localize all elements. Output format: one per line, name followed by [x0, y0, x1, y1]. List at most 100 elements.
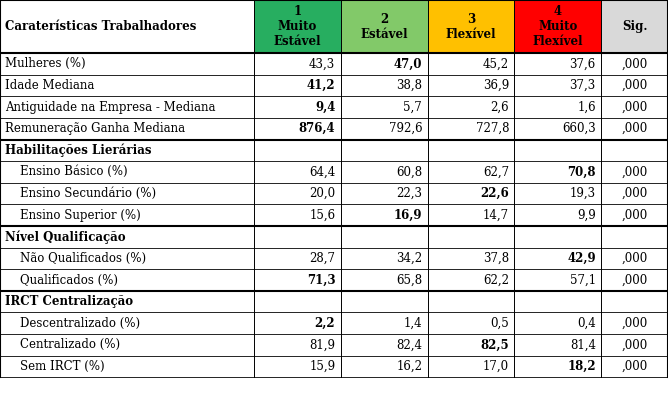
Bar: [601, 118, 668, 140]
Bar: [514, 75, 601, 96]
Text: 16,9: 16,9: [393, 209, 422, 222]
Bar: [514, 96, 601, 118]
Bar: [254, 269, 341, 291]
Text: 3
Flexível: 3 Flexível: [446, 13, 496, 40]
Bar: [601, 53, 668, 75]
Bar: [341, 334, 428, 356]
Bar: [341, 53, 428, 75]
Bar: [428, 96, 514, 118]
Bar: [341, 75, 428, 96]
Text: ,000: ,000: [621, 122, 648, 135]
Text: Ensino Básico (%): Ensino Básico (%): [5, 165, 128, 178]
Bar: [254, 226, 341, 248]
Bar: [254, 291, 341, 312]
Text: 0,4: 0,4: [577, 317, 596, 330]
Text: Antiguidade na Empresa - Mediana: Antiguidade na Empresa - Mediana: [5, 101, 216, 114]
Bar: [601, 183, 668, 204]
Bar: [254, 118, 341, 140]
Bar: [0, 248, 254, 269]
Text: Não Qualificados (%): Não Qualificados (%): [5, 252, 146, 265]
Bar: [254, 161, 341, 183]
Text: 16,2: 16,2: [396, 360, 422, 373]
Bar: [0, 53, 254, 75]
Text: 70,8: 70,8: [567, 165, 596, 178]
Bar: [601, 356, 668, 377]
Bar: [428, 75, 514, 96]
Bar: [341, 291, 428, 312]
Bar: [254, 183, 341, 204]
Bar: [428, 161, 514, 183]
Bar: [254, 248, 341, 269]
Bar: [601, 226, 668, 248]
Bar: [254, 356, 341, 377]
Text: ,000: ,000: [621, 338, 648, 351]
Bar: [514, 118, 601, 140]
Bar: [514, 334, 601, 356]
Bar: [514, 140, 601, 161]
Bar: [601, 161, 668, 183]
Text: 60,8: 60,8: [396, 165, 422, 178]
Text: 37,8: 37,8: [483, 252, 509, 265]
Bar: [254, 96, 341, 118]
Text: 71,3: 71,3: [307, 274, 335, 286]
Bar: [0, 204, 254, 226]
Text: 15,6: 15,6: [309, 209, 335, 222]
Text: 15,9: 15,9: [309, 360, 335, 373]
Bar: [0, 118, 254, 140]
Text: IRCT Centralização: IRCT Centralização: [5, 295, 134, 308]
Text: 14,7: 14,7: [483, 209, 509, 222]
Text: 9,9: 9,9: [577, 209, 596, 222]
Text: 727,8: 727,8: [476, 122, 509, 135]
Text: 2,2: 2,2: [315, 317, 335, 330]
Text: ,000: ,000: [621, 79, 648, 92]
Bar: [0, 356, 254, 377]
Bar: [254, 0, 341, 53]
Text: ,000: ,000: [621, 252, 648, 265]
Bar: [428, 269, 514, 291]
Text: ,000: ,000: [621, 187, 648, 200]
Text: 81,4: 81,4: [570, 338, 596, 351]
Bar: [514, 269, 601, 291]
Text: ,000: ,000: [621, 57, 648, 70]
Bar: [428, 356, 514, 377]
Text: 0,5: 0,5: [490, 317, 509, 330]
Bar: [341, 226, 428, 248]
Bar: [514, 161, 601, 183]
Bar: [428, 204, 514, 226]
Text: 43,3: 43,3: [309, 57, 335, 70]
Bar: [428, 312, 514, 334]
Text: Qualificados (%): Qualificados (%): [5, 274, 118, 286]
Text: 18,2: 18,2: [567, 360, 596, 373]
Bar: [0, 0, 254, 53]
Bar: [514, 226, 601, 248]
Text: 19,3: 19,3: [570, 187, 596, 200]
Text: 9,4: 9,4: [315, 101, 335, 114]
Bar: [428, 53, 514, 75]
Text: ,000: ,000: [621, 101, 648, 114]
Bar: [0, 161, 254, 183]
Bar: [0, 226, 254, 248]
Text: 64,4: 64,4: [309, 165, 335, 178]
Text: 1
Muito
Estável: 1 Muito Estável: [273, 5, 321, 48]
Text: 65,8: 65,8: [396, 274, 422, 286]
Text: ,000: ,000: [621, 317, 648, 330]
Text: 37,3: 37,3: [570, 79, 596, 92]
Text: Centralizado (%): Centralizado (%): [5, 338, 120, 351]
Bar: [601, 248, 668, 269]
Text: 45,2: 45,2: [483, 57, 509, 70]
Text: 5,7: 5,7: [403, 101, 422, 114]
Bar: [514, 248, 601, 269]
Text: 37,6: 37,6: [570, 57, 596, 70]
Bar: [601, 312, 668, 334]
Bar: [254, 75, 341, 96]
Bar: [601, 75, 668, 96]
Bar: [428, 140, 514, 161]
Text: Remuneração Ganha Mediana: Remuneração Ganha Mediana: [5, 122, 186, 135]
Text: 1,4: 1,4: [403, 317, 422, 330]
Bar: [341, 183, 428, 204]
Text: 47,0: 47,0: [393, 57, 422, 70]
Text: 17,0: 17,0: [483, 360, 509, 373]
Bar: [514, 312, 601, 334]
Bar: [428, 118, 514, 140]
Bar: [514, 291, 601, 312]
